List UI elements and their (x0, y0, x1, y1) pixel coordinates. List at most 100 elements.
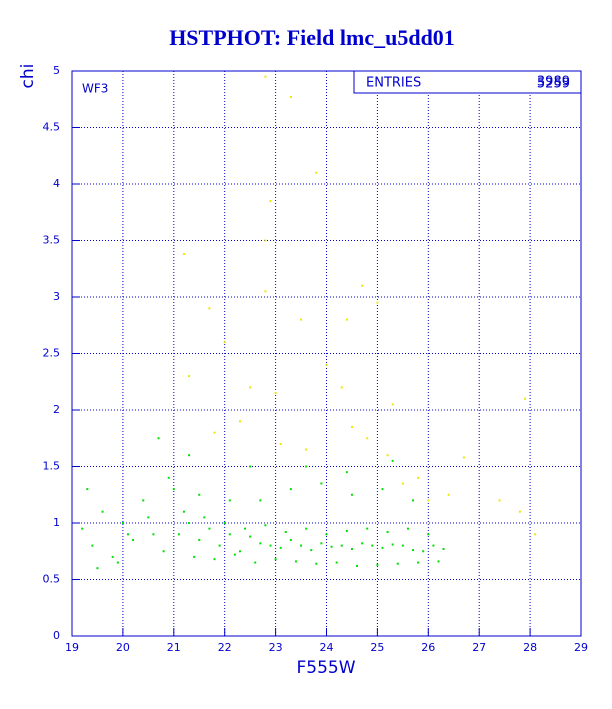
point (289, 538, 292, 541)
point (188, 522, 191, 524)
point (381, 488, 384, 491)
point (167, 476, 170, 479)
y-tick-label: 4.5 (43, 121, 61, 134)
point (524, 397, 527, 400)
point (126, 533, 129, 536)
point (345, 318, 348, 321)
y-tick-label: 2.5 (43, 347, 61, 360)
stats-value: 5259 (537, 77, 570, 92)
y-tick-label: 1.5 (43, 460, 61, 473)
point (269, 544, 272, 547)
y-tick-label: 2 (53, 403, 60, 416)
y-tick-label: 4 (53, 177, 60, 190)
point (340, 386, 343, 389)
x-tick-label: 28 (523, 641, 537, 654)
point (305, 465, 308, 468)
point (264, 239, 267, 242)
point (406, 527, 409, 530)
point (330, 545, 333, 548)
point (401, 482, 404, 485)
point (391, 543, 394, 546)
point (325, 363, 328, 366)
point (366, 437, 369, 440)
point (264, 75, 267, 78)
point (86, 488, 89, 491)
point (233, 553, 236, 556)
point (218, 544, 221, 547)
y-axis-label: chi (18, 64, 38, 89)
point (254, 561, 257, 564)
point (198, 493, 201, 496)
point (116, 561, 119, 564)
y-tick-label: 0 (53, 629, 60, 642)
point (442, 547, 445, 550)
point (356, 564, 359, 567)
point (376, 563, 379, 566)
point (182, 253, 185, 256)
x-tick-label: 29 (574, 641, 588, 654)
point (396, 562, 399, 565)
point (101, 510, 104, 513)
point (264, 290, 267, 293)
point (412, 549, 415, 552)
point (244, 527, 247, 530)
y-tick-label: 5 (53, 64, 60, 77)
point (361, 284, 364, 287)
point (422, 550, 425, 553)
point (305, 448, 308, 451)
stats-label: ENTRIES (366, 76, 421, 91)
point (320, 482, 323, 485)
point (279, 442, 282, 445)
annotation: WF3 (82, 82, 108, 96)
x-tick-label: 19 (65, 641, 79, 654)
point (238, 420, 241, 423)
point (284, 531, 287, 534)
x-axis-label: F555W (296, 658, 355, 678)
point (386, 531, 389, 534)
y-tick-label: 3.5 (43, 234, 61, 247)
point (279, 546, 282, 549)
point (269, 199, 272, 202)
point (203, 516, 206, 519)
x-tick-label: 21 (167, 641, 181, 654)
x-tick-label: 25 (370, 641, 384, 654)
point (177, 533, 180, 536)
point (432, 544, 435, 547)
point (228, 533, 231, 536)
point (249, 465, 252, 468)
chart-title: HSTPHOT: Field lmc_u5dd01 (169, 25, 455, 50)
point (366, 527, 369, 530)
point (437, 560, 440, 563)
point (228, 499, 231, 502)
point (157, 437, 160, 440)
point (274, 392, 277, 395)
point (208, 527, 211, 530)
point (345, 471, 348, 474)
x-tick-label: 22 (218, 641, 232, 654)
point (391, 459, 394, 462)
y-tick-label: 3 (53, 290, 60, 303)
point (289, 488, 292, 491)
point (249, 535, 252, 538)
point (111, 555, 114, 558)
point (320, 542, 323, 545)
point (223, 522, 226, 524)
point (81, 527, 84, 530)
x-tick-label: 23 (269, 641, 283, 654)
point (350, 493, 353, 496)
point (376, 301, 379, 304)
point (264, 524, 267, 527)
point (300, 544, 303, 547)
point (132, 538, 135, 541)
point (401, 544, 404, 547)
point (188, 375, 191, 378)
point (147, 516, 150, 519)
x-tick-label: 26 (421, 641, 435, 654)
point (381, 546, 384, 549)
x-tick-label: 24 (320, 641, 334, 654)
point (345, 529, 348, 532)
point (305, 527, 308, 530)
point (534, 533, 537, 536)
point (315, 562, 318, 565)
